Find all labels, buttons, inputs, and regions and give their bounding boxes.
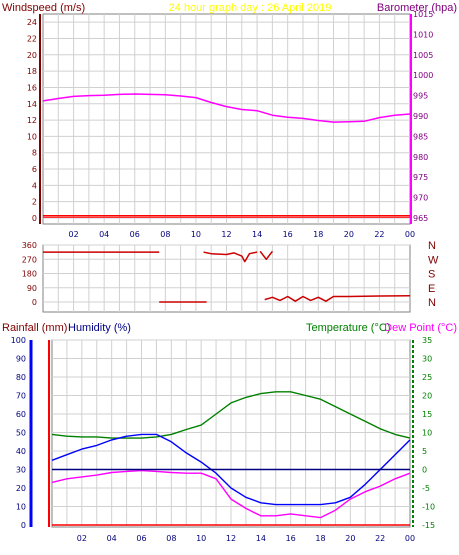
hour-tick-label: 02 — [77, 534, 87, 543]
windspeed-tick-label: 22 — [27, 34, 37, 43]
humidity-tick-label: 100 — [11, 336, 26, 345]
compass-label: N — [428, 240, 436, 252]
compass-label: E — [428, 283, 435, 295]
humidity-tick-label: 50 — [16, 429, 26, 438]
windspeed-tick-label: 20 — [27, 51, 37, 60]
rainfall-axis-label: Rainfall (mm) — [2, 322, 67, 334]
humidity-tick-label: 10 — [16, 503, 26, 512]
wind-direction-segment — [259, 250, 273, 261]
humidity-axis-label: Humidity (%) — [68, 322, 131, 334]
barometer-tick-label: 990 — [413, 112, 428, 121]
compass-label: W — [428, 254, 439, 266]
direction-tick-label: 90 — [27, 284, 37, 293]
hour-tick-label: 14 — [256, 534, 266, 543]
windspeed-tick-label: 14 — [27, 100, 37, 109]
windspeed-tick-label: 2 — [32, 198, 37, 207]
humidity-tick-label: 30 — [16, 466, 26, 475]
barometer-tick-label: 1005 — [413, 51, 433, 60]
hour-tick-label: 00 — [405, 534, 415, 543]
windspeed-tick-label: 12 — [27, 116, 37, 125]
direction-tick-label: 180 — [22, 270, 37, 279]
hour-tick-label: 18 — [313, 230, 323, 239]
hour-tick-label: 08 — [166, 534, 176, 543]
temperature-tick-label: 0 — [422, 466, 427, 475]
hour-tick-label: 00 — [405, 230, 415, 239]
barometer-tick-label: 965 — [413, 214, 428, 223]
hour-tick-label: 16 — [283, 230, 293, 239]
dewpoint-axis-label: Dew Point (°C) — [384, 322, 457, 334]
hour-tick-label: 16 — [286, 534, 296, 543]
hour-tick-label: 12 — [226, 534, 236, 543]
windspeed-tick-label: 6 — [32, 165, 37, 174]
temperature-tick-label: -15 — [422, 521, 435, 530]
hour-tick-label: 12 — [221, 230, 231, 239]
windspeed-tick-label: 18 — [27, 67, 37, 76]
direction-tick-label: 0 — [32, 298, 37, 307]
humidity-tick-label: 60 — [16, 410, 26, 419]
humidity-tick-label: 0 — [21, 521, 26, 530]
barometer-tick-label: 1000 — [413, 71, 433, 80]
temperature-axis-label: Temperature (°C) — [306, 322, 390, 334]
windspeed-tick-label: 0 — [32, 214, 37, 223]
hour-tick-label: 04 — [99, 230, 109, 239]
hour-tick-label: 04 — [107, 534, 117, 543]
barometer-tick-label: 970 — [413, 194, 428, 203]
hour-tick-label: 20 — [345, 534, 355, 543]
temperature-tick-label: 30 — [422, 355, 432, 364]
temperature-tick-label: 15 — [422, 410, 432, 419]
hour-tick-label: 18 — [315, 534, 325, 543]
humidity-tick-label: 70 — [16, 392, 26, 401]
hour-tick-label: 06 — [136, 534, 146, 543]
temperature-tick-label: -5 — [422, 484, 430, 493]
humidity-tick-label: 40 — [16, 447, 26, 456]
barometer-tick-label: 1010 — [413, 30, 433, 39]
series-barometer — [42, 93, 411, 123]
compass-label: N — [428, 297, 436, 309]
series-humidity — [51, 433, 411, 506]
windspeed-tick-label: 16 — [27, 83, 37, 92]
windspeed-tick-label: 8 — [32, 149, 37, 158]
temperature-tick-label: -10 — [422, 503, 435, 512]
hour-tick-label: 02 — [68, 230, 78, 239]
chart-title: 24 hour graph day : 26 April 2019 — [169, 2, 332, 14]
barometer-tick-label: 980 — [413, 153, 428, 162]
barometer-tick-label: 995 — [413, 92, 428, 101]
humidity-tick-label: 80 — [16, 373, 26, 382]
hour-tick-label: 22 — [374, 230, 384, 239]
hour-tick-label: 10 — [196, 534, 206, 543]
temperature-tick-label: 10 — [422, 429, 432, 438]
hour-tick-label: 20 — [344, 230, 354, 239]
chart-layer: 0246810121416182022249659709759809859909… — [11, 10, 439, 543]
hour-tick-label: 06 — [130, 230, 140, 239]
windspeed-tick-label: 4 — [32, 181, 37, 190]
temperature-tick-label: 20 — [422, 392, 432, 401]
barometer-tick-label: 1015 — [413, 10, 433, 19]
wind-direction-segment — [203, 251, 258, 263]
hour-tick-label: 14 — [252, 230, 262, 239]
wind-direction-segment — [264, 294, 411, 302]
temperature-tick-label: 35 — [422, 336, 432, 345]
temperature-tick-label: 25 — [422, 373, 432, 382]
hour-tick-label: 22 — [375, 534, 385, 543]
humidity-tick-label: 20 — [16, 484, 26, 493]
series-dewpoint — [51, 469, 411, 519]
windspeed-tick-label: 24 — [27, 18, 37, 27]
barometer-tick-label: 975 — [413, 173, 428, 182]
hour-tick-label: 08 — [160, 230, 170, 239]
temperature-tick-label: 5 — [422, 447, 427, 456]
barometer-tick-label: 985 — [413, 132, 428, 141]
compass-label: S — [428, 269, 435, 281]
direction-tick-label: 270 — [22, 255, 37, 264]
humidity-tick-label: 90 — [16, 355, 26, 364]
hour-tick-label: 10 — [191, 230, 201, 239]
windspeed-tick-label: 10 — [27, 132, 37, 141]
series-temperature — [51, 391, 411, 439]
direction-tick-label: 360 — [22, 241, 37, 250]
windspeed-axis-label: Windspeed (m/s) — [2, 2, 85, 14]
barometer-axis-label: Barometer (hpa) — [377, 2, 457, 14]
